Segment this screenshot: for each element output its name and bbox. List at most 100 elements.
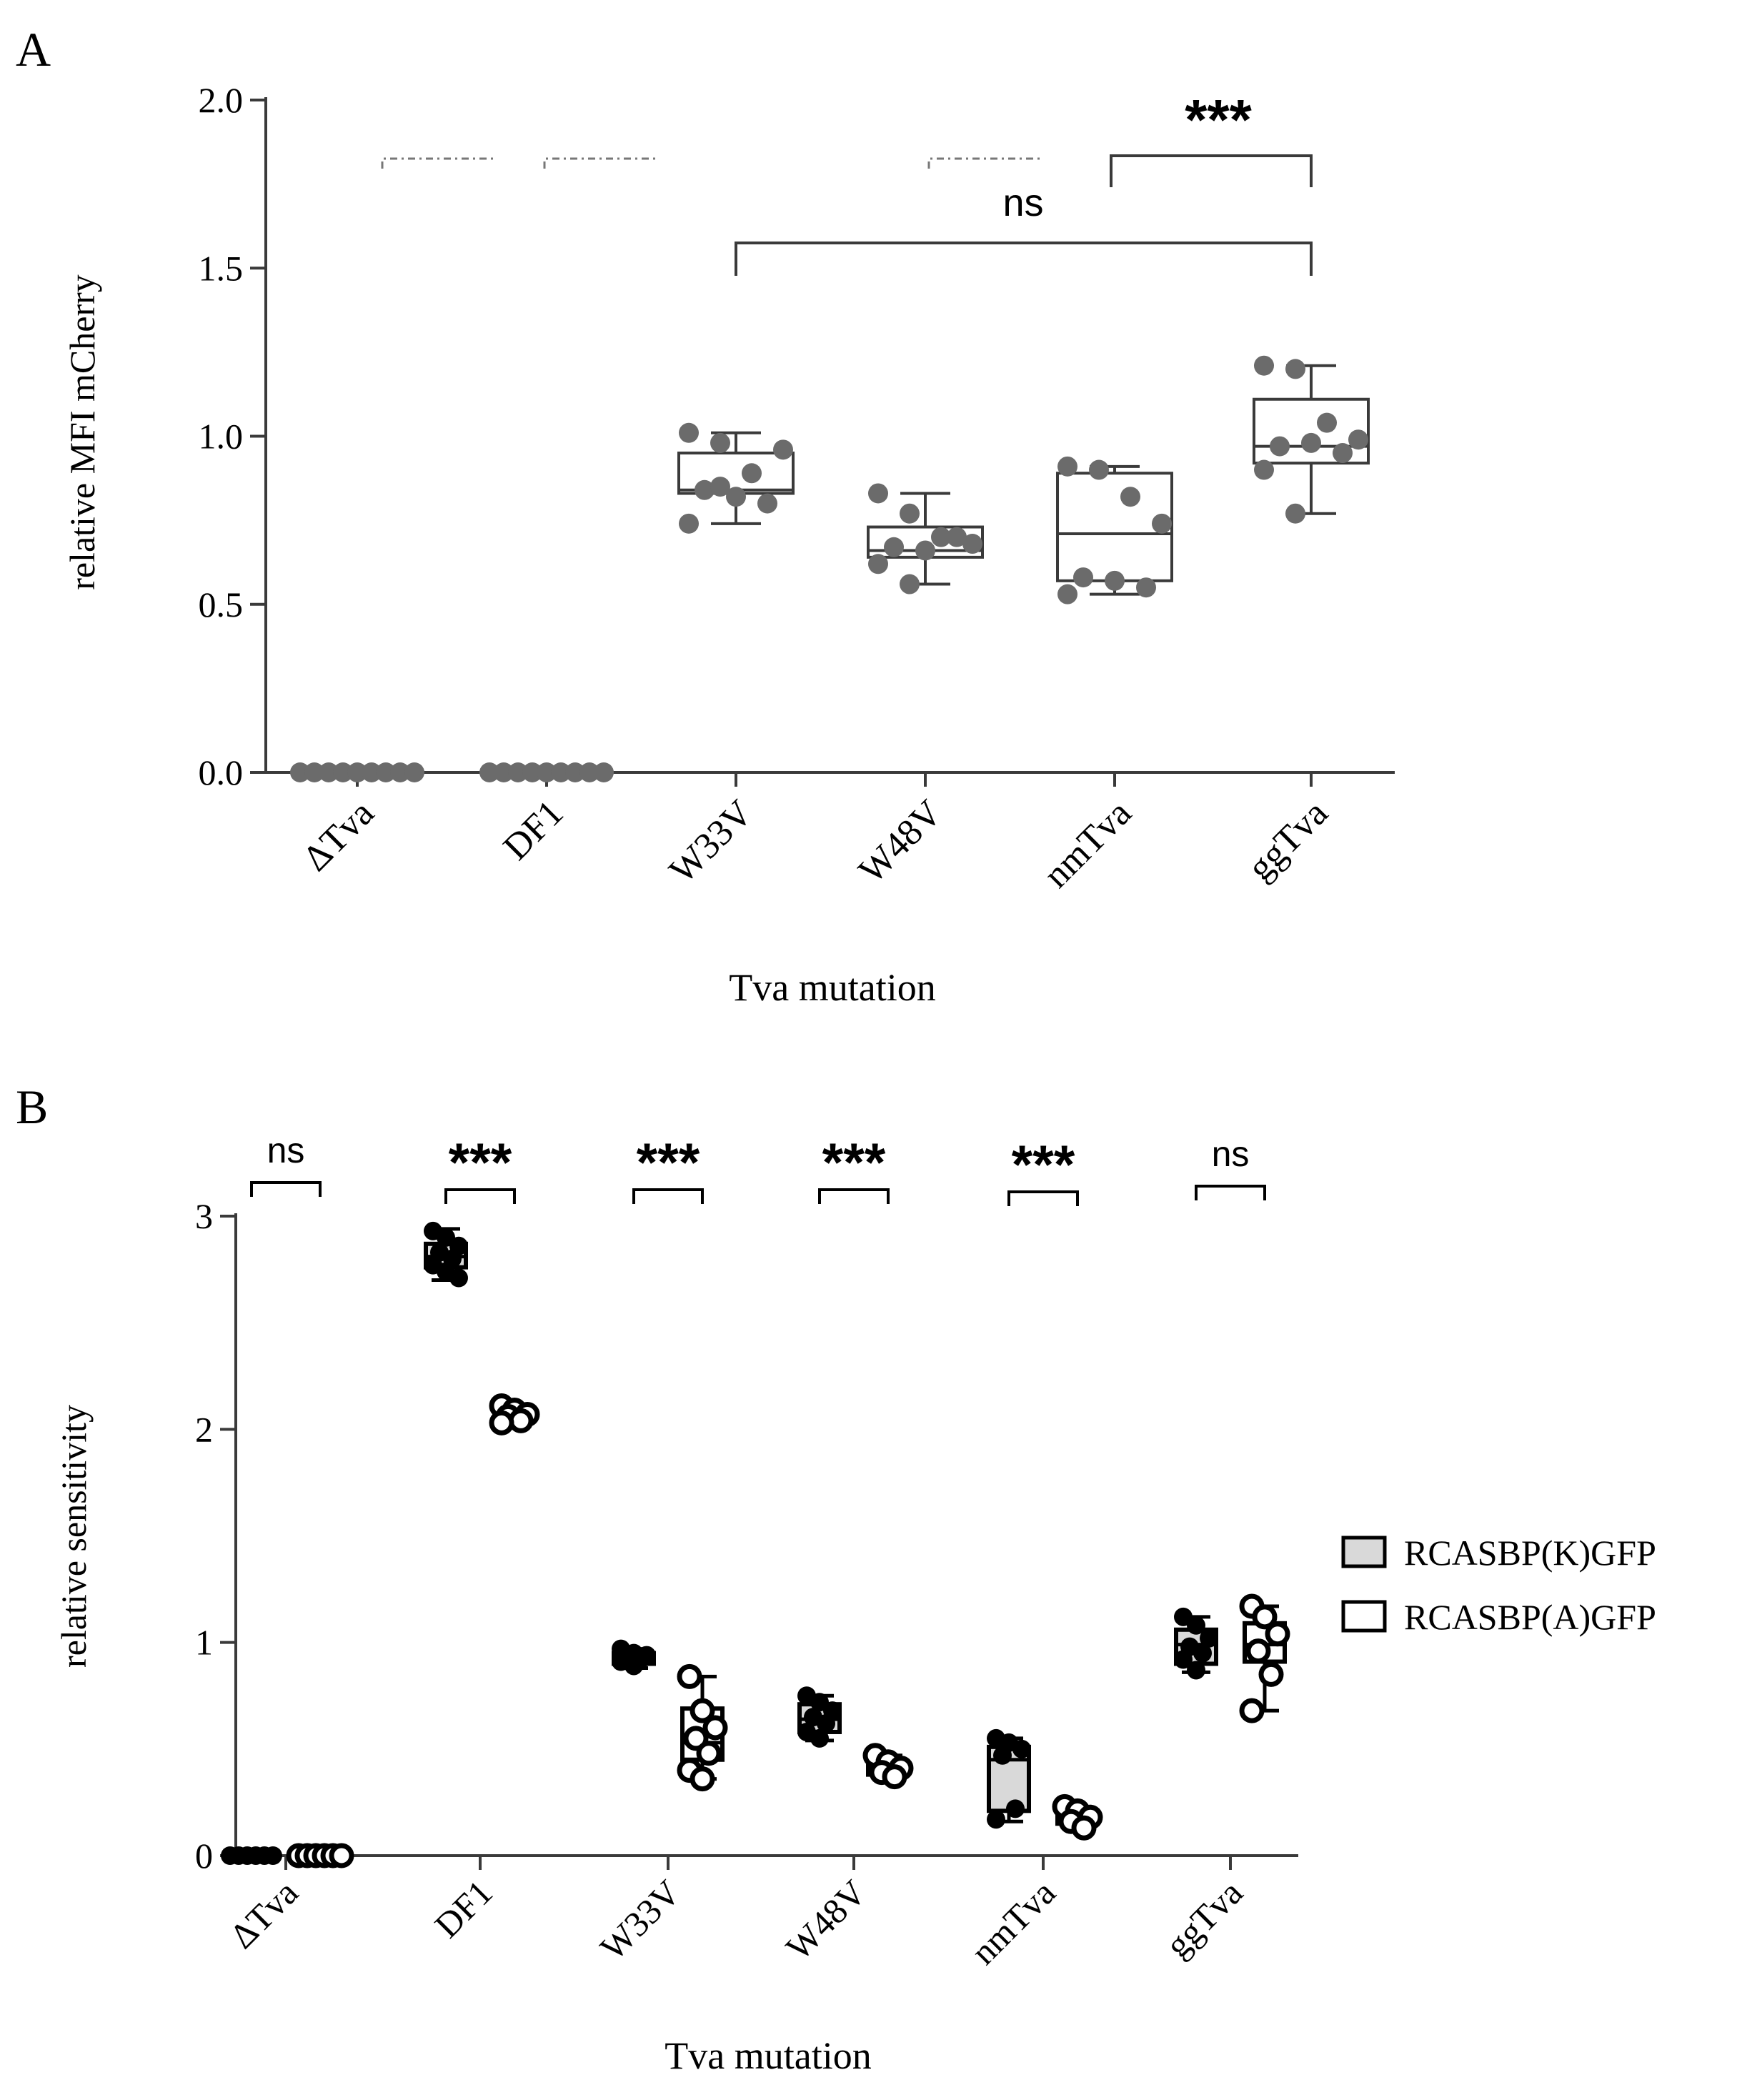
- placeholder-bracket: [381, 157, 493, 169]
- significance-label: ***: [822, 1133, 886, 1193]
- data-point-k: [993, 1746, 1012, 1765]
- x-tick-label: ΔTva: [295, 792, 382, 879]
- data-point-a: [1245, 1638, 1271, 1664]
- data-point: [710, 477, 730, 497]
- significance-bracket: [818, 1188, 890, 1204]
- data-point: [304, 762, 324, 782]
- panel-b-points: [221, 1221, 1290, 1868]
- data-point: [579, 762, 599, 782]
- data-point-a: [683, 1726, 709, 1751]
- data-point-a: [1252, 1604, 1278, 1630]
- data-point: [679, 422, 699, 443]
- significance-bracket: [250, 1181, 322, 1197]
- data-point: [347, 762, 367, 782]
- data-point: [1254, 355, 1274, 376]
- box: [1253, 397, 1370, 465]
- data-point-k: [987, 1810, 1005, 1829]
- data-point-a: [1071, 1815, 1097, 1841]
- data-point-a: [702, 1715, 728, 1741]
- data-point: [1120, 487, 1140, 507]
- y-tick-label: 1.5: [199, 248, 244, 288]
- data-point: [915, 540, 935, 561]
- data-point-a: [489, 1410, 514, 1435]
- data-point: [742, 463, 762, 484]
- data-point: [1285, 503, 1305, 524]
- significance-label: ns: [267, 1130, 305, 1170]
- data-point: [404, 762, 424, 782]
- x-tick-label: W48V: [851, 792, 950, 891]
- data-point-k: [1200, 1628, 1218, 1648]
- data-point: [1057, 456, 1077, 477]
- panel-a-chart: A relative MFI mCherry Tva mutation 0.0 0…: [16, 22, 1395, 1009]
- panel-a-points: [290, 355, 1368, 782]
- data-point: [868, 483, 888, 504]
- significance-label: ns: [1212, 1134, 1250, 1174]
- x-tick-label: nmTva: [963, 1872, 1063, 1972]
- data-point: [773, 439, 793, 460]
- data-point: [1254, 459, 1274, 480]
- data-point-k: [1006, 1799, 1025, 1818]
- data-point: [900, 574, 920, 594]
- panel-a-significance: ns ***: [381, 88, 1313, 276]
- data-point-k: [1174, 1650, 1193, 1669]
- data-point: [390, 762, 410, 782]
- significance-bracket-stars: [1110, 154, 1313, 187]
- data-point: [508, 762, 528, 782]
- x-tick-label: W33V: [592, 1872, 688, 1968]
- data-point-k: [1012, 1739, 1031, 1758]
- data-point: [1301, 432, 1321, 453]
- data-point: [1152, 513, 1172, 534]
- x-tick-label: W33V: [662, 792, 760, 891]
- legend-label-k: RCASBP(K)GFP: [1404, 1533, 1656, 1573]
- x-tick-label: W48V: [778, 1872, 874, 1968]
- data-point-a: [677, 1663, 702, 1689]
- significance-label: ***: [637, 1133, 700, 1193]
- data-point-a: [690, 1766, 715, 1792]
- data-point: [479, 762, 499, 782]
- y-tick-label: 3: [195, 1196, 213, 1236]
- data-point: [1057, 584, 1077, 604]
- x-tick-label: DF1: [427, 1872, 499, 1945]
- significance-label-ns: ns: [1002, 181, 1043, 224]
- data-point: [868, 554, 888, 574]
- data-point: [679, 513, 699, 534]
- data-point: [319, 762, 339, 782]
- data-point-k: [1193, 1643, 1212, 1663]
- panel-b-chart: B relative sensitivity Tva mutation 0 1 2 3…: [16, 1080, 1656, 2077]
- significance-bracket: [1007, 1190, 1079, 1206]
- data-point-a: [690, 1698, 715, 1723]
- data-point: [551, 762, 571, 782]
- data-point: [726, 487, 746, 507]
- data-point: [757, 493, 777, 514]
- legend-label-a: RCASBP(A)GFP: [1404, 1597, 1656, 1637]
- x-tick-label: ggTva: [1240, 792, 1335, 888]
- data-point: [962, 534, 982, 554]
- data-point: [1270, 436, 1290, 457]
- data-point: [1285, 359, 1305, 379]
- data-point: [695, 479, 715, 500]
- data-point: [333, 762, 353, 782]
- data-point-k: [264, 1846, 282, 1865]
- data-point-k: [817, 1714, 835, 1733]
- y-tick-label: 2: [195, 1409, 213, 1449]
- data-point: [565, 762, 585, 782]
- significance-bracket: [444, 1188, 516, 1204]
- data-point-a: [1258, 1661, 1284, 1687]
- data-point-a: [882, 1764, 907, 1790]
- data-point: [290, 762, 310, 782]
- data-point: [494, 762, 514, 782]
- data-point: [1105, 570, 1125, 591]
- panel-b-y-axis-label: relative sensitivity: [54, 1405, 94, 1668]
- data-point: [594, 762, 614, 782]
- data-point: [947, 527, 967, 547]
- data-point: [884, 537, 904, 557]
- data-point-a: [696, 1741, 722, 1766]
- data-point: [1136, 577, 1156, 598]
- data-point: [1317, 412, 1337, 433]
- data-point: [1348, 429, 1368, 450]
- panel-b-label: B: [16, 1080, 48, 1134]
- x-tick-label: nmTva: [1036, 792, 1139, 895]
- data-point: [362, 762, 382, 782]
- y-tick-label: 0: [195, 1836, 213, 1876]
